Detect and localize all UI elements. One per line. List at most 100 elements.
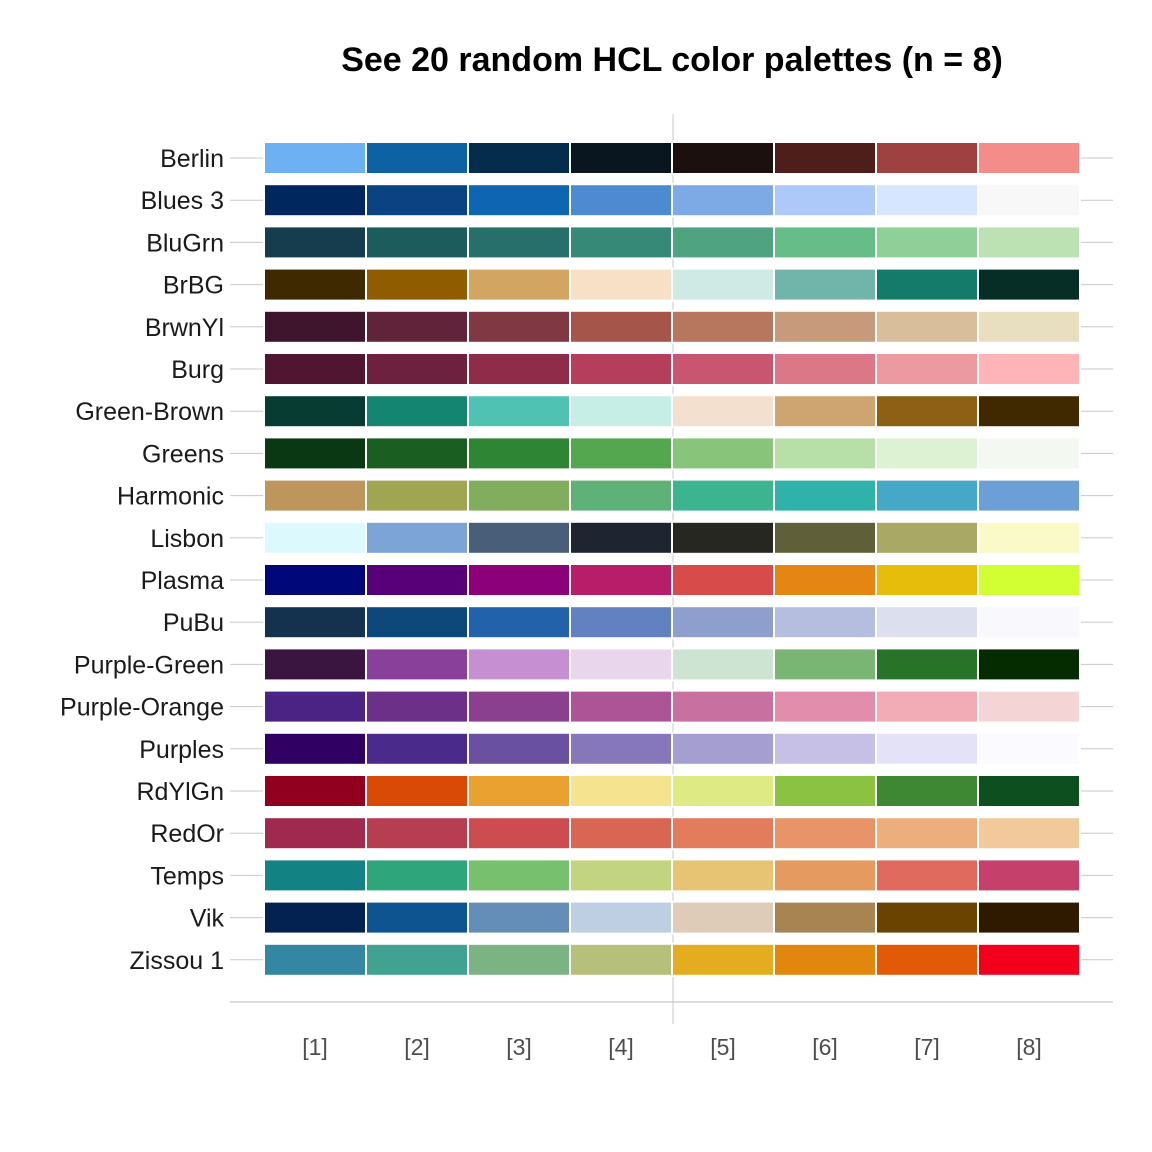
color-swatch xyxy=(263,520,367,555)
color-swatch xyxy=(773,858,877,893)
color-swatch xyxy=(671,225,775,260)
color-swatch xyxy=(875,858,979,893)
color-swatch xyxy=(569,309,673,344)
color-swatch xyxy=(875,647,979,682)
palette-label: RdYlGn xyxy=(136,778,224,806)
color-swatch xyxy=(263,267,367,302)
color-swatch xyxy=(977,394,1081,429)
palette-label: Vik xyxy=(190,905,225,933)
palette-labels: Berlin Blues 3 BluGrn BrBG BrwnYl Burg Green-B… xyxy=(60,145,224,975)
color-swatch xyxy=(365,352,469,386)
color-swatch xyxy=(773,183,877,218)
color-swatch xyxy=(365,225,469,260)
color-swatch xyxy=(671,563,775,597)
color-swatch xyxy=(773,647,877,682)
color-swatch xyxy=(569,605,673,640)
x-tick-label: [3] xyxy=(506,1034,532,1060)
color-swatch xyxy=(569,563,673,597)
color-swatch xyxy=(875,267,979,302)
color-swatch xyxy=(671,774,775,808)
color-swatch xyxy=(977,478,1081,513)
color-swatch xyxy=(467,774,571,808)
color-swatch xyxy=(671,309,775,344)
palette-label: Green-Brown xyxy=(75,398,224,426)
color-swatch xyxy=(467,225,571,260)
color-swatch xyxy=(263,816,367,851)
x-tick-label: [7] xyxy=(914,1034,940,1060)
color-swatch xyxy=(875,309,979,344)
color-swatch xyxy=(773,309,877,344)
color-swatch xyxy=(467,731,571,766)
color-swatch xyxy=(875,731,979,766)
color-swatch xyxy=(875,478,979,513)
color-swatch xyxy=(875,183,979,218)
palette-label: Greens xyxy=(142,440,224,468)
color-swatch xyxy=(875,816,979,851)
color-swatch xyxy=(263,309,367,344)
color-swatch xyxy=(467,942,571,977)
color-swatch xyxy=(365,816,469,851)
color-swatch xyxy=(773,816,877,851)
color-swatch xyxy=(263,731,367,766)
color-swatch xyxy=(263,394,367,429)
color-swatch xyxy=(875,942,979,977)
color-swatch xyxy=(365,942,469,977)
color-swatch xyxy=(467,563,571,597)
x-tick-label: [6] xyxy=(812,1034,838,1060)
color-swatch xyxy=(467,352,571,386)
color-swatch xyxy=(875,900,979,935)
palette-label: PuBu xyxy=(163,609,224,637)
palette-label: Berlin xyxy=(160,145,224,173)
color-swatch xyxy=(977,816,1081,851)
color-swatch xyxy=(773,689,877,724)
color-swatch xyxy=(977,352,1081,386)
color-swatch xyxy=(365,309,469,344)
palette-label: Burg xyxy=(171,356,224,384)
color-swatch xyxy=(467,858,571,893)
color-swatch xyxy=(365,267,469,302)
color-swatch xyxy=(773,774,877,808)
palette-label: Plasma xyxy=(141,567,224,595)
x-tick-labels: [1] [2] [3] [4] [5] [6] [7] [8] xyxy=(302,1034,1042,1060)
color-swatch xyxy=(263,689,367,724)
color-swatch xyxy=(569,942,673,977)
color-swatch xyxy=(365,731,469,766)
color-swatch xyxy=(875,689,979,724)
color-swatch xyxy=(671,267,775,302)
color-swatch xyxy=(569,900,673,935)
color-swatch xyxy=(263,436,367,471)
color-swatch xyxy=(773,436,877,471)
color-swatch xyxy=(365,478,469,513)
color-swatch xyxy=(467,141,571,175)
x-tick-label: [8] xyxy=(1016,1034,1042,1060)
color-swatch xyxy=(977,309,1081,344)
color-swatch xyxy=(773,141,877,175)
color-swatch xyxy=(365,141,469,175)
color-swatch xyxy=(977,141,1081,175)
color-swatch xyxy=(875,520,979,555)
color-swatch xyxy=(977,225,1081,260)
palette-label: RedOr xyxy=(150,820,224,848)
color-swatch xyxy=(671,141,775,175)
color-swatch xyxy=(671,689,775,724)
color-swatch xyxy=(671,605,775,640)
color-swatch xyxy=(569,647,673,682)
color-swatch xyxy=(569,225,673,260)
color-swatch xyxy=(263,605,367,640)
color-swatch xyxy=(569,731,673,766)
color-swatch xyxy=(569,816,673,851)
color-swatch xyxy=(365,647,469,682)
palette-label: Harmonic xyxy=(117,483,224,511)
color-swatch xyxy=(977,183,1081,218)
color-swatch xyxy=(263,900,367,935)
color-swatch xyxy=(671,183,775,218)
palette-label: Temps xyxy=(150,862,224,890)
color-swatch xyxy=(467,309,571,344)
color-swatch xyxy=(671,394,775,429)
color-swatch xyxy=(467,267,571,302)
color-swatch xyxy=(977,942,1081,977)
color-swatch xyxy=(263,183,367,218)
color-swatch xyxy=(467,394,571,429)
color-swatch xyxy=(875,605,979,640)
color-swatch xyxy=(773,942,877,977)
